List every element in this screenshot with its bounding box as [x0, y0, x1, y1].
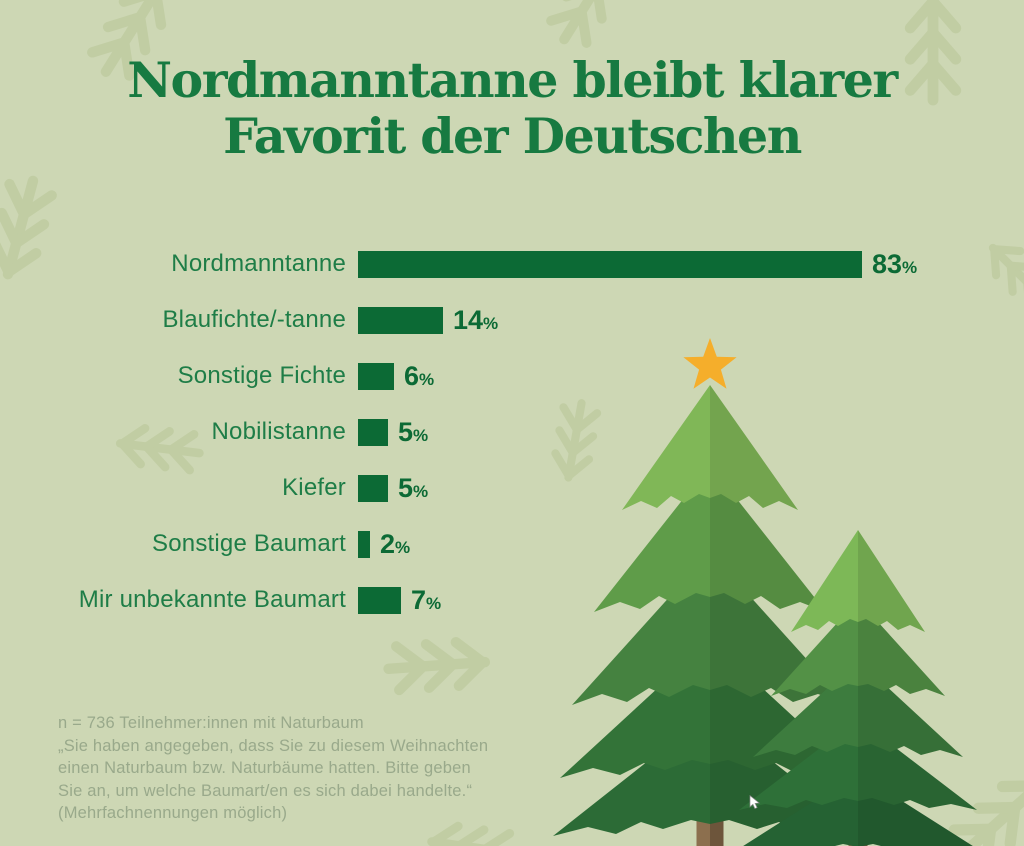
- bar-value: 5%: [398, 473, 428, 504]
- title-line-1: Nordmanntanne bleibt klarer: [127, 51, 898, 109]
- footnote-line: Sie an, um welche Baumart/en es sich dab…: [58, 781, 473, 800]
- bar-value-number: 5: [398, 472, 414, 503]
- bar-label: Nobilistanne: [211, 418, 346, 445]
- bar-value-number: 2: [380, 528, 396, 559]
- chart-row: Nordmanntanne 83%: [0, 236, 1024, 292]
- bar-value: 7%: [411, 585, 441, 616]
- footnote: n = 736 Teilnehmer:innen mit Naturbaum „…: [58, 712, 488, 825]
- bar-value: 83%: [872, 249, 917, 280]
- bar-label: Mir unbekannte Baumart: [78, 586, 346, 613]
- footnote-line: (Mehrfachnennungen möglich): [58, 804, 288, 822]
- bar-value: 14%: [453, 305, 498, 336]
- bar-value-number: 6: [404, 360, 420, 391]
- percent-sign: %: [413, 425, 429, 445]
- chart-rows: Nordmanntanne 83% Blaufichte/-tanne 14% …: [0, 236, 1024, 628]
- bar-chart: Nordmanntanne 83% Blaufichte/-tanne 14% …: [0, 236, 1024, 628]
- footnote-line: „Sie haben angegeben, dass Sie zu diesem…: [58, 736, 489, 755]
- chart-row: Kiefer 5%: [0, 460, 1024, 516]
- bar-value-number: 7: [411, 584, 427, 615]
- percent-sign: %: [419, 369, 435, 389]
- percent-sign: %: [395, 537, 411, 557]
- bar-label: Nordmanntanne: [171, 250, 346, 277]
- cursor-arrow: [749, 795, 761, 810]
- bar-value: 2%: [380, 529, 410, 560]
- bar-value-number: 14: [453, 304, 484, 335]
- percent-sign: %: [426, 593, 442, 613]
- bar-value-number: 83: [872, 248, 903, 279]
- chart-row: Nobilistanne 5%: [0, 404, 1024, 460]
- percent-sign: %: [902, 257, 918, 277]
- bar-value: 6%: [404, 361, 434, 392]
- bar-label: Blaufichte/-tanne: [162, 306, 346, 333]
- mouse-cursor: [749, 795, 761, 810]
- bar-value: 5%: [398, 417, 428, 448]
- footnote-line: n = 736 Teilnehmer:innen mit Naturbaum: [58, 714, 364, 732]
- chart-row: Mir unbekannte Baumart 7%: [0, 572, 1024, 628]
- chart-row: Sonstige Baumart 2%: [0, 516, 1024, 572]
- bar: [358, 362, 394, 390]
- footnote-line: einen Naturbaum bzw. Naturbäume hatten. …: [58, 759, 471, 777]
- bar: [358, 418, 388, 446]
- percent-sign: %: [483, 313, 499, 333]
- bar-value-number: 5: [398, 416, 414, 447]
- bar: [358, 474, 388, 502]
- bar-label: Kiefer: [282, 474, 346, 501]
- chart-row: Sonstige Fichte 6%: [0, 348, 1024, 404]
- percent-sign: %: [413, 481, 429, 501]
- page-title: Nordmanntanne bleibt klarer Favorit der …: [0, 52, 1024, 164]
- bar: [358, 250, 862, 278]
- bar: [358, 530, 370, 558]
- bar: [358, 586, 401, 614]
- title-line-2: Favorit der Deutschen: [223, 107, 802, 165]
- bar-label: Sonstige Fichte: [177, 362, 346, 389]
- bar-label: Sonstige Baumart: [152, 530, 346, 557]
- chart-row: Blaufichte/-tanne 14%: [0, 292, 1024, 348]
- bar: [358, 306, 443, 334]
